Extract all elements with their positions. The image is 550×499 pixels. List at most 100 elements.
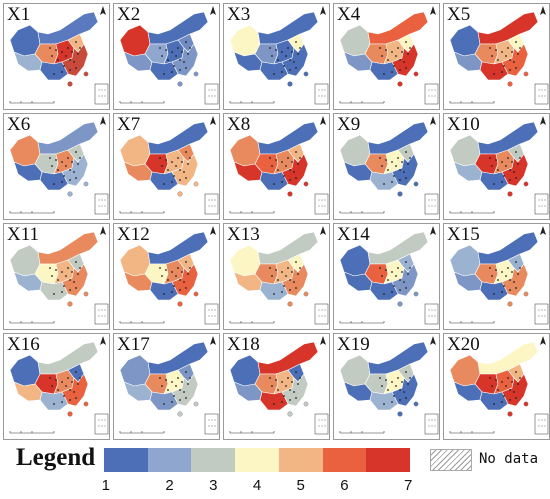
city-point — [511, 381, 513, 383]
island-shape — [177, 191, 183, 197]
city-point — [285, 165, 287, 167]
south-china-sea-inset — [94, 303, 109, 325]
choropleth-map — [229, 6, 329, 105]
north-arrow-icon — [210, 116, 216, 125]
south-china-sea-inset — [94, 193, 109, 215]
inset-island — [538, 419, 540, 421]
city-point — [401, 381, 403, 383]
inset-island — [104, 425, 106, 427]
city-point — [387, 169, 389, 171]
city-point — [379, 377, 381, 379]
north-arrow-icon — [540, 336, 546, 345]
panel-label: X13 — [227, 224, 260, 245]
scale-bar — [9, 211, 55, 214]
city-point — [179, 279, 181, 281]
city-point — [269, 377, 271, 379]
city-point — [507, 47, 509, 49]
city-point — [53, 73, 55, 75]
map-region — [257, 341, 319, 375]
city-point — [275, 269, 277, 271]
choropleth-map — [449, 336, 549, 435]
city-point — [269, 157, 271, 159]
city-point — [185, 151, 187, 153]
inset-island — [324, 205, 326, 207]
city-point — [283, 395, 285, 397]
city-point — [167, 59, 169, 61]
city-point — [405, 41, 407, 43]
map-region — [61, 373, 89, 407]
city-point — [165, 379, 167, 381]
city-point — [405, 177, 407, 179]
map-region — [259, 61, 289, 81]
city-point — [67, 267, 69, 269]
map-region — [391, 373, 419, 407]
city-point — [275, 159, 277, 161]
inset-island — [538, 425, 540, 427]
map-region — [147, 341, 209, 375]
north-arrow-icon — [100, 6, 106, 15]
choropleth-map — [119, 336, 219, 435]
island-shape — [413, 181, 419, 187]
city-point — [391, 401, 393, 403]
north-arrow-icon — [320, 336, 326, 345]
choropleth-map — [9, 6, 109, 105]
map-region — [39, 391, 69, 411]
city-point — [61, 401, 63, 403]
inset-island — [434, 199, 436, 201]
city-point — [395, 165, 397, 167]
city-point — [273, 403, 275, 405]
city-point — [501, 291, 503, 293]
city-point — [53, 183, 55, 185]
map-panel-x20: X20 — [443, 333, 550, 440]
island-shape — [177, 81, 183, 87]
city-point — [75, 151, 77, 153]
inset-island — [321, 425, 323, 427]
map-region — [229, 354, 261, 387]
map-region — [281, 263, 309, 297]
city-point — [503, 395, 505, 397]
city-point — [293, 171, 295, 173]
island-shape — [67, 81, 73, 87]
city-point — [277, 169, 279, 171]
island-shape — [523, 291, 529, 297]
inset-island — [211, 95, 213, 97]
map-region — [9, 244, 41, 277]
inset-island — [544, 199, 546, 201]
city-point — [287, 47, 289, 49]
island-shape — [413, 401, 419, 407]
south-china-sea-inset — [534, 193, 549, 215]
inset-island — [434, 419, 436, 421]
city-point — [405, 261, 407, 263]
inset-island — [101, 309, 103, 311]
legend: Legend No data 1 2 3 4 5 6 7 — [0, 441, 550, 499]
map-region — [367, 11, 429, 45]
map-region — [119, 134, 151, 167]
city-point — [381, 165, 383, 167]
city-point — [69, 69, 71, 71]
legend-swatch-7 — [366, 448, 411, 472]
inset-island — [321, 315, 323, 317]
city-point — [167, 389, 169, 391]
city-point — [291, 271, 293, 273]
city-point — [393, 395, 395, 397]
city-point — [163, 73, 165, 75]
city-point — [385, 379, 387, 381]
city-point — [383, 183, 385, 185]
city-point — [491, 165, 493, 167]
city-point — [399, 389, 401, 391]
inset-island — [104, 95, 106, 97]
inset-island — [104, 419, 106, 421]
inset-island — [208, 95, 210, 97]
city-point — [271, 165, 273, 167]
city-point — [387, 59, 389, 61]
city-point — [175, 275, 177, 277]
inset-island — [208, 315, 210, 317]
inset-island — [544, 425, 546, 427]
city-point — [179, 69, 181, 71]
map-panel-x9: X9 — [333, 113, 440, 220]
city-point — [503, 175, 505, 177]
city-point — [61, 271, 63, 273]
city-point — [501, 181, 503, 183]
map-region — [369, 391, 399, 411]
city-point — [497, 169, 499, 171]
